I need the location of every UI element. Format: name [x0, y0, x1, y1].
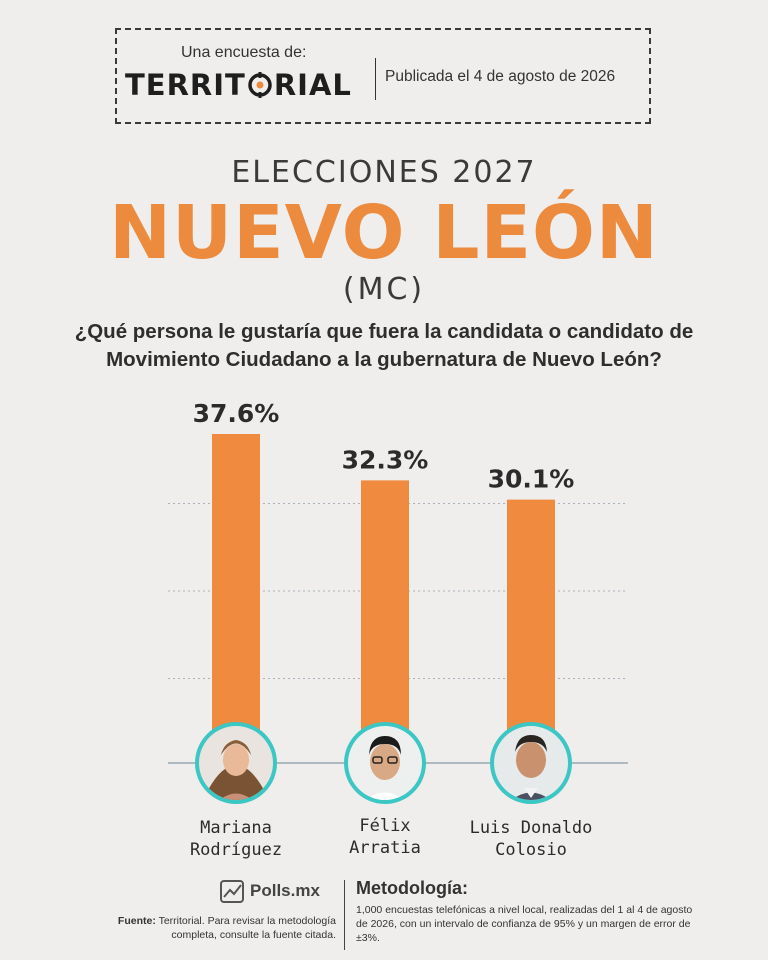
candidate-second-line: Arratia — [349, 838, 421, 858]
avatar-felix — [344, 722, 426, 804]
main-title: NUEVO LEÓN — [109, 190, 659, 276]
candidate-name: Luis Donaldo Colosio — [451, 817, 611, 861]
data-label: 32.3% — [342, 445, 429, 474]
survey-question: ¿Qué persona le gustaría que fuera la ca… — [74, 320, 694, 371]
candidate-first-line: Luis Donaldo — [469, 818, 593, 838]
source-label: Fuente: — [117, 915, 156, 927]
polls-logo-text: Polls.mx — [250, 881, 320, 900]
bar — [212, 434, 260, 763]
publication-date: Publicada el 4 de agosto de 2026 — [385, 68, 616, 85]
brand-left: TERRIT — [125, 68, 246, 102]
party-label: (MC) — [342, 272, 426, 307]
candidate-second-line: Rodríguez — [189, 840, 283, 860]
avatar-mariana — [195, 722, 277, 804]
header-divider — [375, 58, 376, 100]
candidate-name: Félix Arratia — [305, 815, 465, 859]
super-title: ELECCIONES 2027 — [231, 155, 537, 190]
source-note: Fuente: Territorial. Para revisar la met… — [96, 914, 336, 942]
candidate-name: Mariana Rodríguez — [156, 817, 316, 861]
bar — [507, 499, 555, 763]
avatar-colosio — [490, 722, 572, 804]
footer-divider — [344, 880, 345, 950]
candidate-second-line: Colosio — [495, 840, 567, 860]
chart-icon — [220, 880, 244, 903]
territorial-logo: TERRIT RIAL — [125, 68, 352, 102]
methodology-text: 1,000 encuestas telefónicas a nivel loca… — [356, 904, 693, 944]
source-text: Territorial. Para revisar la metodología… — [158, 915, 336, 941]
candidate-first-line: Félix — [359, 816, 411, 836]
bar — [361, 480, 409, 763]
polls-logo: Polls.mx — [220, 878, 320, 904]
publisher-box: Una encuesta de: TERRIT RIAL Publicada e… — [115, 28, 651, 124]
crosshair-icon — [248, 72, 272, 98]
brand-right: RIAL — [273, 68, 352, 102]
data-label: 37.6% — [193, 399, 280, 428]
candidate-first-line: Mariana — [200, 818, 272, 838]
data-label: 30.1% — [488, 465, 575, 494]
publisher-intro: Una encuesta de: — [181, 44, 307, 61]
methodology-title: Metodología: — [356, 878, 468, 898]
